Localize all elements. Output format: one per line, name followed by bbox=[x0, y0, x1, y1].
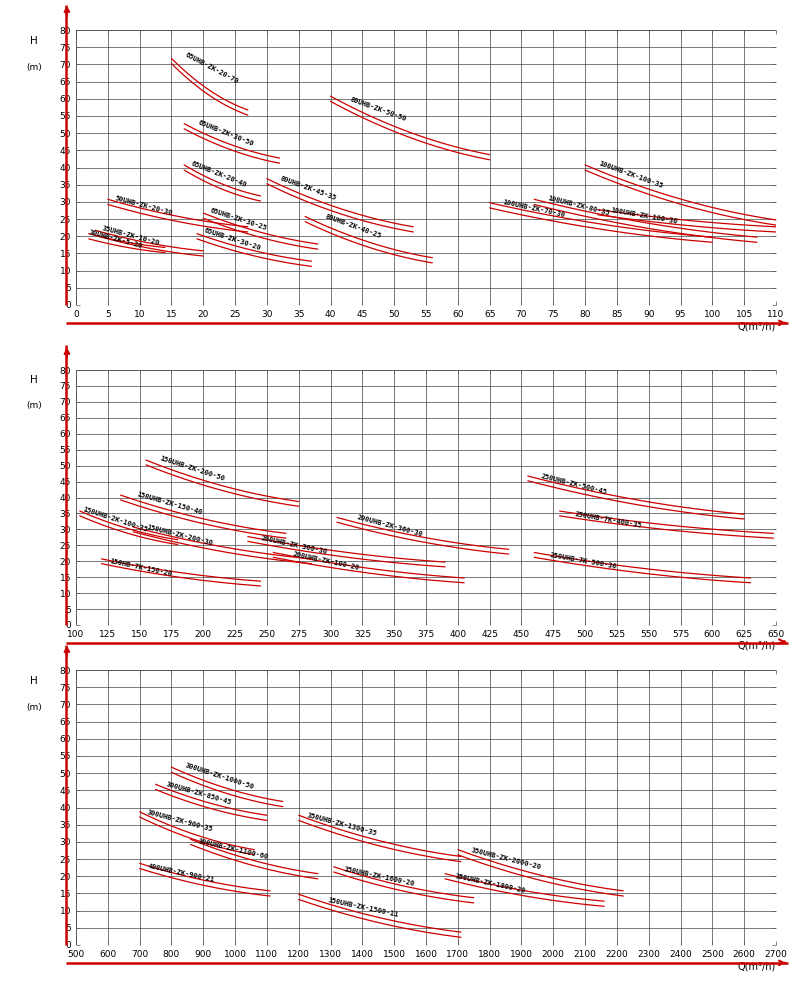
Text: 200UHB-ZK-360-30: 200UHB-ZK-360-30 bbox=[356, 514, 423, 538]
Text: 200UHB-ZK-300-30: 200UHB-ZK-300-30 bbox=[261, 535, 328, 555]
Text: 65UHB-ZK-20-40: 65UHB-ZK-20-40 bbox=[190, 160, 248, 188]
Text: 150UHB-ZK-200-50: 150UHB-ZK-200-50 bbox=[158, 455, 226, 482]
Text: 65UHB-ZK-20-70: 65UHB-ZK-20-70 bbox=[184, 51, 239, 84]
Text: 30UHB-ZK-5-20: 30UHB-ZK-5-20 bbox=[89, 230, 144, 250]
Text: (m): (m) bbox=[26, 63, 42, 72]
Bar bbox=[76, 30, 776, 305]
Text: 100UHB-ZK-100-30: 100UHB-ZK-100-30 bbox=[610, 207, 678, 224]
Text: 150UHB-ZK-200-30: 150UHB-ZK-200-30 bbox=[146, 525, 214, 547]
Text: 100UHB-ZK-80-35: 100UHB-ZK-80-35 bbox=[547, 195, 610, 216]
Text: 400UHB-ZK-900-21: 400UHB-ZK-900-21 bbox=[147, 863, 215, 883]
Text: (m): (m) bbox=[26, 703, 42, 712]
Text: 300UHB-ZK-1100-60: 300UHB-ZK-1100-60 bbox=[197, 838, 269, 860]
Bar bbox=[76, 370, 776, 625]
Text: 50UHB-ZK-20-30: 50UHB-ZK-20-30 bbox=[114, 195, 174, 216]
Text: 65UHB-ZK-30-50: 65UHB-ZK-30-50 bbox=[197, 119, 254, 147]
Text: 150UHB-ZK-150-40: 150UHB-ZK-150-40 bbox=[136, 492, 203, 516]
Text: Q(m³/h): Q(m³/h) bbox=[738, 962, 776, 972]
Text: 250UHB-7K-500-30: 250UHB-7K-500-30 bbox=[550, 552, 618, 570]
Text: 300UHB-ZK-900-35: 300UHB-ZK-900-35 bbox=[146, 810, 214, 833]
Text: 350UHB-ZK-1300-35: 350UHB-ZK-1300-35 bbox=[306, 812, 378, 837]
Text: 65UHB-ZK-30-20: 65UHB-ZK-30-20 bbox=[203, 228, 262, 252]
Text: 100UHB-ZK-70-30: 100UHB-ZK-70-30 bbox=[502, 199, 566, 218]
Text: H: H bbox=[30, 35, 38, 45]
Text: 80UHB-ZK-45-35: 80UHB-ZK-45-35 bbox=[280, 175, 338, 201]
Text: (m): (m) bbox=[26, 401, 42, 410]
Text: 150HB-7K-150-20: 150HB-7K-150-20 bbox=[109, 558, 173, 577]
Text: 350UHB-ZK-2000-20: 350UHB-ZK-2000-20 bbox=[470, 847, 542, 871]
Text: 250UHB-ZK-500-45: 250UHB-ZK-500-45 bbox=[541, 474, 608, 496]
Text: 350UHB-ZK-1600-20: 350UHB-ZK-1600-20 bbox=[343, 866, 415, 887]
Text: 300UHB-ZK-1000-50: 300UHB-ZK-1000-50 bbox=[184, 763, 254, 791]
Text: H: H bbox=[30, 375, 38, 385]
Text: 80UHB-ZK-40-25: 80UHB-ZK-40-25 bbox=[324, 213, 382, 239]
Text: H: H bbox=[30, 676, 38, 686]
Text: Q(m³/h): Q(m³/h) bbox=[738, 640, 776, 650]
Text: 65UHB-ZK-30-25: 65UHB-ZK-30-25 bbox=[210, 207, 268, 231]
Text: 300UHB-ZK-850-45: 300UHB-ZK-850-45 bbox=[165, 781, 232, 806]
Text: 350UHB-ZK-1800-20: 350UHB-ZK-1800-20 bbox=[454, 873, 526, 894]
Text: 35UHB-ZK-10-20: 35UHB-ZK-10-20 bbox=[102, 226, 161, 247]
Bar bbox=[76, 670, 776, 945]
Text: Q(m³/h): Q(m³/h) bbox=[738, 322, 776, 332]
Text: 100UHB-ZK-100-35: 100UHB-ZK-100-35 bbox=[598, 160, 664, 189]
Text: 200UHB-ZK-100-20: 200UHB-ZK-100-20 bbox=[292, 551, 360, 571]
Text: 80UHB-ZK-50-50: 80UHB-ZK-50-50 bbox=[350, 96, 408, 122]
Text: 350UHB-ZK-1500-11: 350UHB-ZK-1500-11 bbox=[327, 897, 399, 918]
Text: 150UHB-2K-100-35: 150UHB-2K-100-35 bbox=[82, 506, 149, 533]
Text: 250UHB-7K-400-35: 250UHB-7K-400-35 bbox=[575, 511, 643, 529]
